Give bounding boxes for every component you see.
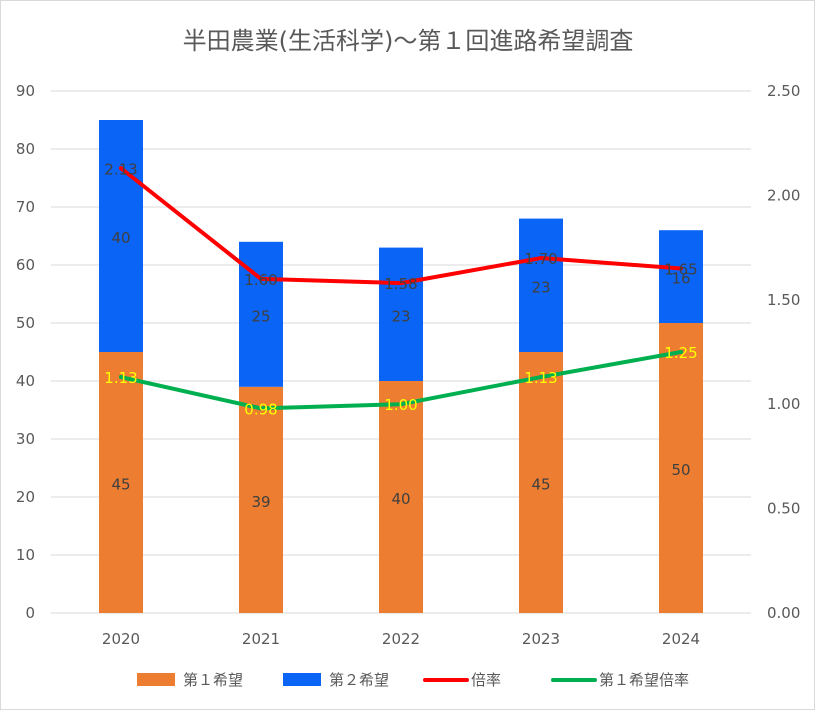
bar-2 xyxy=(519,218,563,352)
chart-title: 半田農業(生活科学)～第１回進路希望調査 xyxy=(183,27,634,55)
x-tick-label: 2022 xyxy=(382,630,420,648)
y-right-tick-label: 2.00 xyxy=(767,186,800,204)
line-point xyxy=(539,256,543,261)
x-tick-label: 2024 xyxy=(662,630,700,648)
legend-label: 第１希望倍率 xyxy=(599,671,689,689)
line-data-label: 1.65 xyxy=(664,260,697,278)
line-point xyxy=(259,406,263,411)
bar-data-label: 45 xyxy=(111,476,130,494)
lines xyxy=(119,166,683,411)
y-right-tick-label: 1.00 xyxy=(767,395,800,413)
line-point xyxy=(119,375,123,380)
bar-2 xyxy=(99,120,143,352)
line-data-label: 1.70 xyxy=(524,250,557,268)
y-left-tick-label: 10 xyxy=(16,546,35,564)
y-left-tick-label: 40 xyxy=(16,372,35,390)
line-data-label: 1.00 xyxy=(384,396,417,414)
y-left-tick-label: 60 xyxy=(16,256,35,274)
line-data-label: 1.13 xyxy=(104,369,137,387)
x-tick-label: 2020 xyxy=(102,630,140,648)
y-right-tick-label: 0.50 xyxy=(767,500,800,518)
bar-1 xyxy=(659,323,703,613)
bar-1 xyxy=(519,352,563,613)
y-right-tick-label: 1.50 xyxy=(767,291,800,309)
legend-swatch xyxy=(137,673,175,686)
line-data-label: 1.25 xyxy=(664,344,697,362)
line-point xyxy=(259,276,263,281)
x-tick-label: 2023 xyxy=(522,630,560,648)
bar-data-label: 45 xyxy=(531,476,550,494)
bar-data-label: 23 xyxy=(531,278,550,296)
line-data-label: 2.13 xyxy=(104,160,137,178)
y-left-tick-label: 70 xyxy=(16,198,35,216)
y-left-tick-label: 80 xyxy=(16,140,35,158)
line-data-label: 0.98 xyxy=(244,400,277,418)
bar-1 xyxy=(239,386,283,613)
legend: 第１希望 第２希望 倍率 第１希望倍率 xyxy=(137,671,689,689)
line-point xyxy=(399,281,403,286)
bar-data-label: 16 xyxy=(671,270,690,288)
y-left-tick-label: 50 xyxy=(16,314,35,332)
line-data-label: 1.13 xyxy=(524,369,557,387)
bar-data-label: 40 xyxy=(391,490,410,508)
legend-swatch xyxy=(283,673,321,686)
data-labels: 45 40 39 25 40 23 45 23 50 16 2.13 1.60 1.58 1.70 1.65… xyxy=(104,160,697,511)
line-data-label: 1.60 xyxy=(244,271,277,289)
y-right-tick-label: 2.50 xyxy=(767,82,800,100)
y-left-tick-label: 0 xyxy=(25,604,35,622)
axes: 0 10 20 30 40 50 60 70 80 90 0.00 0.50 1.00 1.50 2.00 2… xyxy=(16,82,801,648)
line-point xyxy=(539,375,543,380)
line-point xyxy=(679,266,683,271)
x-tick-label: 2021 xyxy=(242,630,280,648)
line-point xyxy=(399,402,403,407)
bar-1 xyxy=(379,381,423,613)
y-left-tick-label: 20 xyxy=(16,488,35,506)
line-point xyxy=(679,350,683,354)
bar-1 xyxy=(99,352,143,613)
line-point xyxy=(119,166,123,171)
legend-label: 倍率 xyxy=(471,671,501,689)
line-data-label: 1.58 xyxy=(384,275,417,293)
bar-data-label: 23 xyxy=(391,307,410,325)
bar-data-label: 50 xyxy=(671,461,690,479)
legend-label: 第１希望 xyxy=(183,671,243,689)
bar-2 xyxy=(659,230,703,323)
bars xyxy=(99,120,703,613)
y-left-tick-label: 90 xyxy=(16,82,35,100)
legend-label: 第２希望 xyxy=(329,671,389,689)
y-left-tick-label: 30 xyxy=(16,430,35,448)
bar-data-label: 25 xyxy=(251,307,270,325)
y-right-tick-label: 0.00 xyxy=(767,604,800,622)
bar-2 xyxy=(379,247,423,381)
bar-data-label: 39 xyxy=(251,493,270,511)
bar-data-label: 40 xyxy=(111,229,130,247)
